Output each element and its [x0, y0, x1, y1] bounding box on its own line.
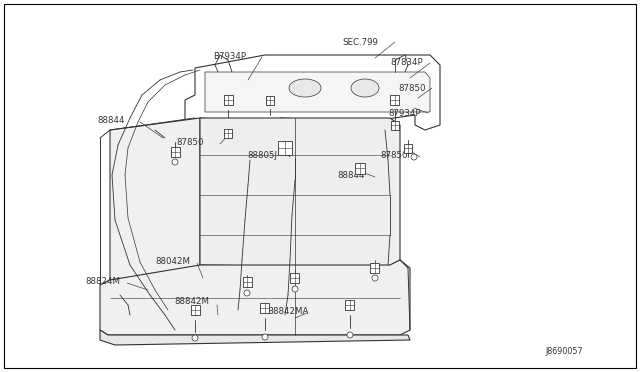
- Bar: [371, 263, 380, 273]
- Text: 88844: 88844: [97, 115, 125, 125]
- Text: 87934P: 87934P: [388, 109, 420, 118]
- Bar: [346, 300, 355, 310]
- Bar: [278, 141, 292, 155]
- Text: 88805J: 88805J: [247, 151, 277, 160]
- Polygon shape: [200, 118, 400, 268]
- Bar: [224, 128, 232, 138]
- Ellipse shape: [244, 290, 250, 296]
- Text: 88842M: 88842M: [174, 298, 209, 307]
- Ellipse shape: [192, 335, 198, 341]
- Bar: [291, 273, 300, 283]
- Bar: [390, 95, 399, 105]
- Text: 87850: 87850: [380, 151, 408, 160]
- Text: 88042M: 88042M: [155, 257, 190, 266]
- Bar: [170, 147, 179, 157]
- Polygon shape: [205, 72, 430, 112]
- Bar: [355, 163, 365, 173]
- Ellipse shape: [292, 286, 298, 292]
- Bar: [223, 95, 232, 105]
- Text: B7934P: B7934P: [213, 51, 246, 61]
- Text: 88824M: 88824M: [85, 278, 120, 286]
- Text: 87850: 87850: [176, 138, 204, 147]
- Text: 87850: 87850: [398, 83, 426, 93]
- Polygon shape: [110, 118, 200, 280]
- Text: 87834P: 87834P: [390, 58, 422, 67]
- Text: J8690057: J8690057: [545, 347, 582, 356]
- Bar: [260, 303, 269, 313]
- Ellipse shape: [172, 159, 178, 165]
- Polygon shape: [100, 330, 410, 345]
- Ellipse shape: [347, 332, 353, 338]
- Text: SEC.799: SEC.799: [342, 38, 378, 46]
- Ellipse shape: [289, 79, 321, 97]
- Ellipse shape: [411, 154, 417, 160]
- Ellipse shape: [351, 79, 379, 97]
- Ellipse shape: [262, 334, 268, 340]
- Bar: [243, 277, 252, 287]
- Polygon shape: [100, 260, 410, 335]
- Bar: [391, 121, 399, 129]
- Ellipse shape: [372, 275, 378, 281]
- Text: B8842MA: B8842MA: [267, 308, 308, 317]
- Bar: [404, 144, 412, 153]
- Bar: [191, 305, 200, 315]
- Text: 88844: 88844: [337, 170, 365, 180]
- Polygon shape: [185, 55, 440, 135]
- Bar: [266, 96, 274, 105]
